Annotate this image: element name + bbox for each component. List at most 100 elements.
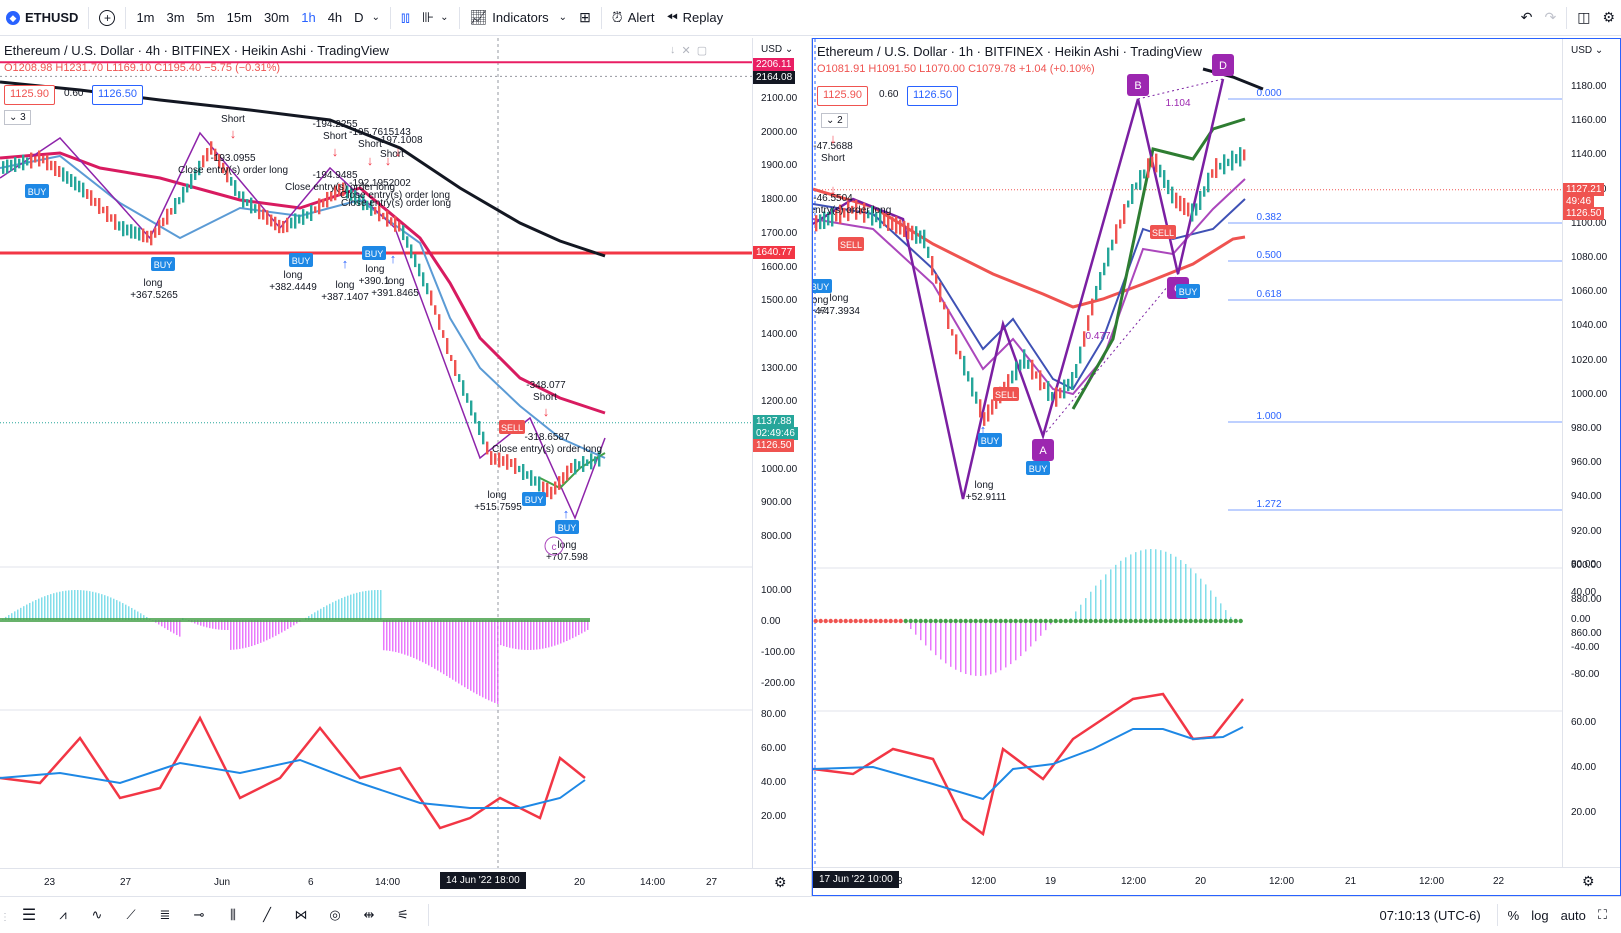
bar-style-button[interactable]: ⫾⫾ [395,0,416,36]
right-price-axis[interactable]: USD ⌄ 1180.001160.001140.001120.001100.0… [1562,39,1620,869]
macd-histogram-bar [284,620,286,631]
drag-handle[interactable]: ⋮ [0,908,12,923]
macd-histogram-bar [497,620,499,705]
pattern-point-badge[interactable] [1212,54,1234,76]
auto-toggle[interactable]: auto [1560,907,1586,923]
buy-badge[interactable] [289,253,313,267]
fullscreen-button[interactable]: ⛶ [1598,907,1607,923]
interval-tab-D[interactable]: D ⌄ [348,0,386,36]
macd-histogram-bar [545,620,547,649]
macd-histogram-bar [164,620,166,629]
macd-histogram-bar [368,590,370,620]
buy-badge[interactable] [522,492,546,506]
right-time-axis[interactable]: 8 12:00 19 12:00 20 12:00 21 12:00 22 17 Jun '22 … [813,867,1562,895]
sell-badge[interactable] [993,387,1019,401]
volume-profile-button[interactable]: ⫼ [216,900,250,930]
interval-tab-15m[interactable]: 15m [221,0,258,36]
currency-selector[interactable]: USD ⌄ [761,44,794,55]
interval-tab-1m[interactable]: 1m [130,0,160,36]
log-toggle[interactable]: log [1531,907,1549,923]
undo-button[interactable]: ↶ [1515,0,1539,36]
menu-button[interactable]: ☰ [12,900,46,930]
cycle-tool-button[interactable]: ◎ [318,900,352,930]
wave-tool-button[interactable]: ∿ [80,900,114,930]
settings-button[interactable]: ⚙ [1596,0,1621,36]
left-time-axis[interactable]: 23 27 Jun 6 14:00 20 14:00 27 14 Jun '22 18:00 [0,868,752,896]
pattern-point-badge[interactable] [1032,439,1054,461]
horizontal-line-button[interactable]: ⊸ [182,900,216,930]
layer-toggle[interactable]: ⌄ 2 [821,113,848,128]
range-tool-button[interactable]: ⇹ [352,900,386,930]
clock[interactable]: 07:10:13 (UTC-6) [1379,907,1481,923]
chevron-down-icon: ⌄ [440,12,449,23]
heikin-ashi-candle [1191,203,1194,222]
heikin-ashi-candle [959,350,962,360]
heikin-ashi-candle [851,205,854,214]
fib-retracement-icon: ≣ [159,907,171,922]
interval-tab-5m[interactable]: 5m [191,0,221,36]
interval-tab-3m[interactable]: 3m [161,0,191,36]
fib-tool-button[interactable]: ≣ [148,900,182,930]
pattern-tool-button[interactable]: ⩘ [46,900,80,930]
heikin-ashi-candle [979,399,982,418]
macd-histogram-bar [473,620,475,693]
left-price-axis[interactable]: USD ⌄ 2100.00 2000.00 1900.00 1800.00 1700.0… [752,38,811,868]
pattern-point-badge[interactable] [1127,74,1149,96]
axis-settings-corner[interactable]: ⚙ [1562,867,1620,895]
interval-tab-30m[interactable]: 30m [258,0,295,36]
currency-selector[interactable]: USD ⌄ [1571,45,1604,56]
sell-badge[interactable] [499,420,525,434]
trend-line-button[interactable]: ⟋ [114,900,148,930]
ethereum-logo-icon: ◆ [6,10,20,25]
right-chart-pane[interactable]: 0.0000.3820.5000.6181.0001.272ABCD1.1040… [812,38,1621,896]
heikin-ashi-candle [1051,392,1054,401]
buy-badge[interactable] [25,184,49,198]
filter-tool-button[interactable]: ⚟ [386,900,420,930]
redo-button[interactable]: ↷ [1538,0,1562,36]
buy-badge-label: BUY [1179,287,1198,297]
compare-button[interactable]: + [93,0,121,36]
buy-badge[interactable] [978,433,1002,447]
layout-split-icon: ◫ [1577,9,1591,25]
alert-button[interactable]: ⏰︎ Alert [606,0,661,36]
maximize-icon[interactable]: ▢ [696,45,708,57]
sell-badge[interactable] [838,237,864,251]
sell-price-box[interactable]: 1125.90 [817,86,868,106]
indicators-button[interactable]: 📈︎ Indicators ⌄ [464,0,574,36]
interval-tab-1h[interactable]: 1h [295,0,321,36]
interval-tab-4h[interactable]: 4h [322,0,348,36]
macd-histogram-bar [925,621,927,646]
macd-histogram-bar [945,621,947,664]
layer-toggle[interactable]: ⌄ 3 [4,110,31,125]
percent-toggle[interactable]: % [1507,907,1520,923]
buy-badge[interactable] [151,257,175,271]
network-tool-button[interactable]: ⋈ [284,900,318,930]
replay-button[interactable]: ⏪︎ Replay [660,0,729,36]
sell-badge[interactable] [1150,225,1176,239]
heikin-ashi-candle [578,461,581,470]
left-chart-pane[interactable]: Short -193.0955 Close entry(s) order long -… [0,38,812,896]
sell-price-box[interactable]: 1125.90 [4,85,55,105]
layout-button[interactable]: ◫ [1571,0,1596,36]
right-chart-canvas[interactable]: 0.0000.3820.5000.6181.0001.272ABCD1.1040… [813,39,1562,869]
heikin-ashi-candle [150,230,153,246]
arrow-down-icon[interactable]: ↓ [670,44,676,56]
buy-badge[interactable] [1176,284,1200,298]
axis-settings-corner[interactable]: ⚙ [752,868,811,896]
buy-badge[interactable] [1026,461,1050,475]
price-tick: 2100.00 [761,93,798,104]
close-icon[interactable]: ✕ [681,45,691,57]
buy-price-box[interactable]: 1126.50 [907,86,958,106]
symbol-search[interactable]: ◆ ETHUSD [0,0,84,36]
macd-histogram-bar [386,620,388,651]
ray-tool-button[interactable]: ╱ [250,900,284,930]
buy-price-box[interactable]: 1126.50 [92,85,143,105]
templates-button[interactable]: ⊞ [573,0,597,36]
chart-type-button[interactable]: ⊪ ⌄ [416,0,455,36]
macd-signal-dot [993,618,998,624]
buy-badge[interactable] [362,246,386,260]
heikin-ashi-candle [318,198,321,215]
buy-badge[interactable] [555,520,579,534]
buy-badge[interactable] [813,279,832,293]
